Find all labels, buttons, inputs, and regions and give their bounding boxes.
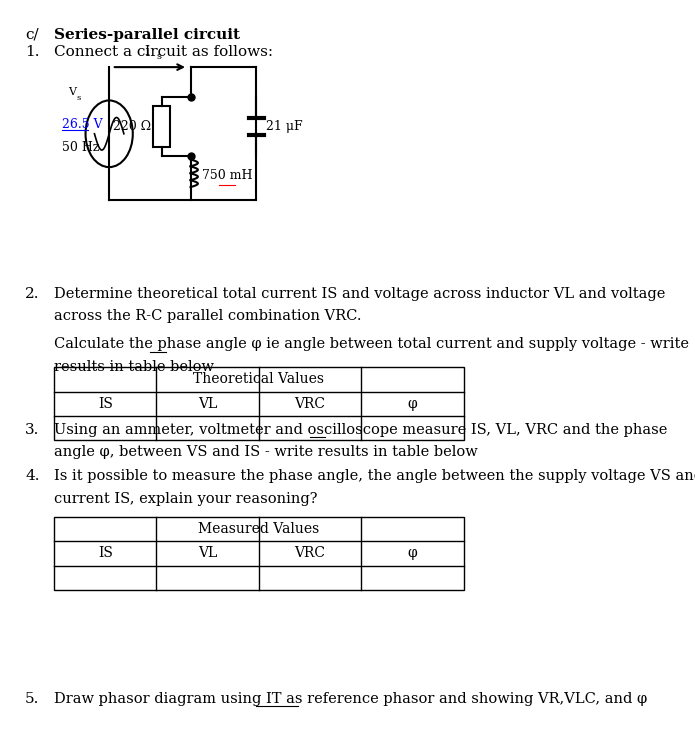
Text: Measured Values: Measured Values [198,522,320,536]
Text: results in table below: results in table below [54,360,214,374]
Text: angle φ, between VS and IS - write results in table below: angle φ, between VS and IS - write resul… [54,445,477,459]
Bar [154,106,170,147]
Text: 5.: 5. [25,691,40,706]
Text: Series-parallel circuit: Series-parallel circuit [54,28,240,42]
Text: 21 μF: 21 μF [265,120,302,133]
Text: 1.: 1. [25,45,40,59]
Text: I: I [145,45,149,58]
Text: φ: φ [407,546,417,560]
Bar [54,367,464,440]
Bar [54,517,464,590]
Text: VRC: VRC [295,397,325,410]
Text: Connect a circuit as follows:: Connect a circuit as follows: [54,45,273,59]
Text: VRC: VRC [295,546,325,560]
Text: Is it possible to measure the phase angle, the angle between the supply voltage : Is it possible to measure the phase angl… [54,470,695,483]
Text: V: V [68,87,76,97]
Text: Theoretical Values: Theoretical Values [193,372,325,386]
Text: Using an ammeter, voltmeter and oscilloscope measure IS, VL, VRC and the phase: Using an ammeter, voltmeter and oscillos… [54,422,667,437]
Text: VL: VL [198,397,218,410]
Text: Draw phasor diagram using IT as reference phasor and showing VR,VLC, and φ: Draw phasor diagram using IT as referenc… [54,691,647,706]
Text: 750 mH: 750 mH [202,169,252,182]
Text: across the R-C parallel combination VRC.: across the R-C parallel combination VRC. [54,309,361,324]
Text: 26.5 V: 26.5 V [62,118,103,131]
Text: IS: IS [98,546,113,560]
Text: Determine theoretical total current IS and voltage across inductor VL and voltag: Determine theoretical total current IS a… [54,287,665,301]
Text: VL: VL [198,546,218,560]
Text: c/: c/ [25,28,39,42]
Text: 220 Ω: 220 Ω [113,120,151,133]
Text: 50 Hz: 50 Hz [62,141,99,154]
Text: 4.: 4. [25,470,40,483]
Text: φ: φ [407,397,417,410]
Text: Calculate the phase angle φ ie angle between total current and supply voltage - : Calculate the phase angle φ ie angle bet… [54,338,689,351]
Text: s: s [156,52,162,61]
Text: s: s [76,94,81,102]
Text: current IS, explain your reasoning?: current IS, explain your reasoning? [54,491,318,506]
Text: IS: IS [98,397,113,410]
Text: 3.: 3. [25,422,40,437]
Text: 2.: 2. [25,287,40,301]
